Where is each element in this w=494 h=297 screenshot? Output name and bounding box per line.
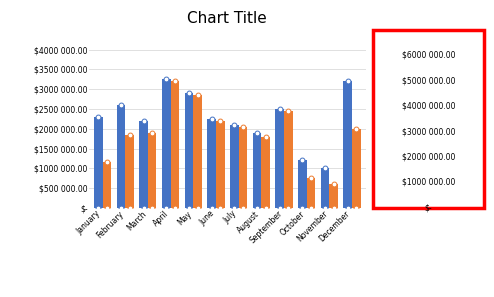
- Text: $3000 000.00: $3000 000.00: [402, 127, 455, 136]
- Bar: [125, 135, 134, 208]
- Bar: [352, 129, 361, 208]
- Bar: [284, 111, 292, 208]
- Bar: [230, 125, 239, 208]
- Bar: [162, 79, 170, 208]
- Text: $-: $-: [425, 203, 432, 212]
- Text: $4000 000.00: $4000 000.00: [402, 102, 455, 110]
- Bar: [148, 133, 157, 208]
- Bar: [329, 184, 338, 208]
- Title: Chart Title: Chart Title: [187, 11, 267, 26]
- Bar: [307, 178, 315, 208]
- Bar: [117, 105, 125, 208]
- Bar: [216, 121, 224, 208]
- Bar: [239, 127, 247, 208]
- Bar: [139, 121, 148, 208]
- Text: $6000 000.00: $6000 000.00: [402, 51, 455, 60]
- Text: $1000 000.00: $1000 000.00: [402, 178, 455, 187]
- Bar: [343, 81, 352, 208]
- Bar: [185, 93, 193, 208]
- Bar: [298, 160, 307, 208]
- Bar: [193, 95, 202, 208]
- Bar: [321, 168, 329, 208]
- Bar: [261, 137, 270, 208]
- Text: $5000 000.00: $5000 000.00: [402, 76, 455, 85]
- Bar: [94, 117, 103, 208]
- Text: $2000 000.00: $2000 000.00: [402, 152, 455, 162]
- Bar: [170, 81, 179, 208]
- Bar: [275, 109, 284, 208]
- Bar: [103, 162, 111, 208]
- Bar: [207, 119, 216, 208]
- Bar: [252, 133, 261, 208]
